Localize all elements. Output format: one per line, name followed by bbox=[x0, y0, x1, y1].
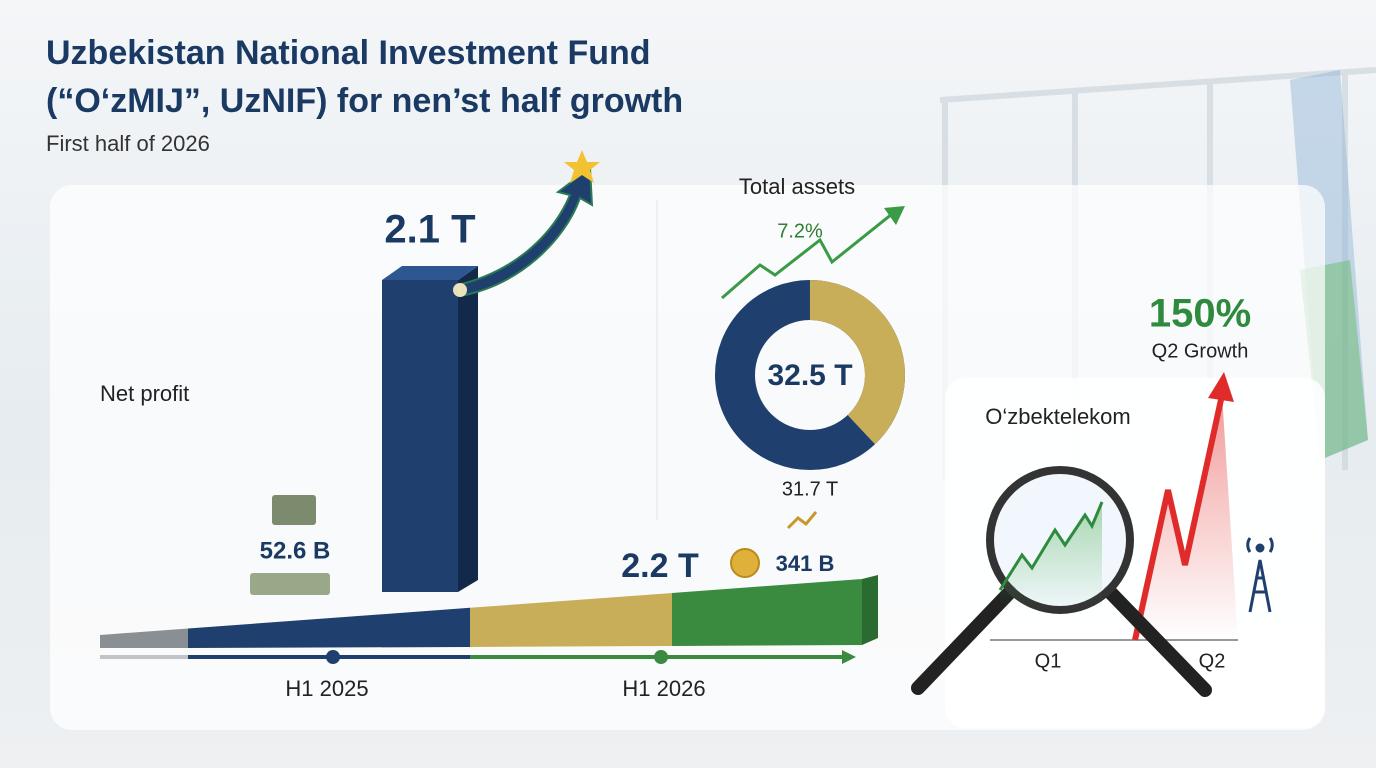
coin-icon bbox=[730, 548, 760, 578]
band-segment bbox=[188, 607, 470, 648]
profit-bar-side bbox=[458, 266, 478, 592]
value: 7.2% bbox=[777, 220, 823, 242]
timeline-dot bbox=[326, 650, 340, 664]
growth-arrow bbox=[1208, 372, 1234, 402]
trend-line bbox=[998, 501, 1104, 591]
hand-icon bbox=[786, 511, 818, 530]
value: 2.2 T bbox=[621, 547, 699, 585]
growth-arrow bbox=[456, 166, 594, 298]
value: 150% bbox=[1149, 292, 1251, 336]
tower-icon bbox=[1246, 537, 1274, 613]
value: 32.5 T bbox=[767, 359, 852, 392]
title: (“O‘zMIJ”, UzNIF) for nen’st half growth bbox=[46, 82, 683, 120]
timeline-dot bbox=[654, 650, 668, 664]
star bbox=[564, 150, 600, 183]
trend-line bbox=[721, 212, 893, 300]
subtitle: First half of 2026 bbox=[46, 131, 210, 156]
magnifier-handle bbox=[1103, 585, 1212, 697]
label: Total assets bbox=[739, 174, 855, 199]
donut-segment bbox=[715, 280, 905, 470]
title: Uzbekistan National Investment Fund bbox=[46, 34, 651, 72]
glow bbox=[453, 283, 467, 297]
trend-arrow bbox=[884, 206, 905, 225]
value: 2.1 T bbox=[384, 208, 475, 252]
band-side bbox=[862, 575, 878, 645]
period-label: H1 2025 bbox=[285, 676, 368, 701]
cash-icon bbox=[250, 573, 330, 595]
label: Net profit bbox=[100, 381, 189, 406]
area bbox=[1135, 395, 1238, 640]
band-segment bbox=[470, 593, 672, 647]
company-name: O‘zbektelekom bbox=[985, 404, 1131, 429]
period-label: H1 2026 bbox=[622, 676, 705, 701]
value: 31.7 T bbox=[782, 478, 838, 500]
quarter-label: Q2 bbox=[1199, 650, 1226, 672]
profit-bar-top bbox=[382, 266, 478, 280]
value: 52.6 B bbox=[260, 537, 331, 564]
timeline-arrow bbox=[842, 650, 856, 664]
cash-icon bbox=[272, 495, 316, 525]
growth-line bbox=[1132, 394, 1225, 641]
label: Q2 Growth bbox=[1152, 340, 1249, 362]
band-segment bbox=[672, 579, 862, 646]
profit-bar bbox=[382, 280, 458, 592]
band-segment bbox=[100, 628, 188, 648]
magnifier-handle bbox=[911, 585, 1017, 695]
value: 341 B bbox=[776, 551, 835, 576]
quarter-label: Q1 bbox=[1035, 650, 1062, 672]
